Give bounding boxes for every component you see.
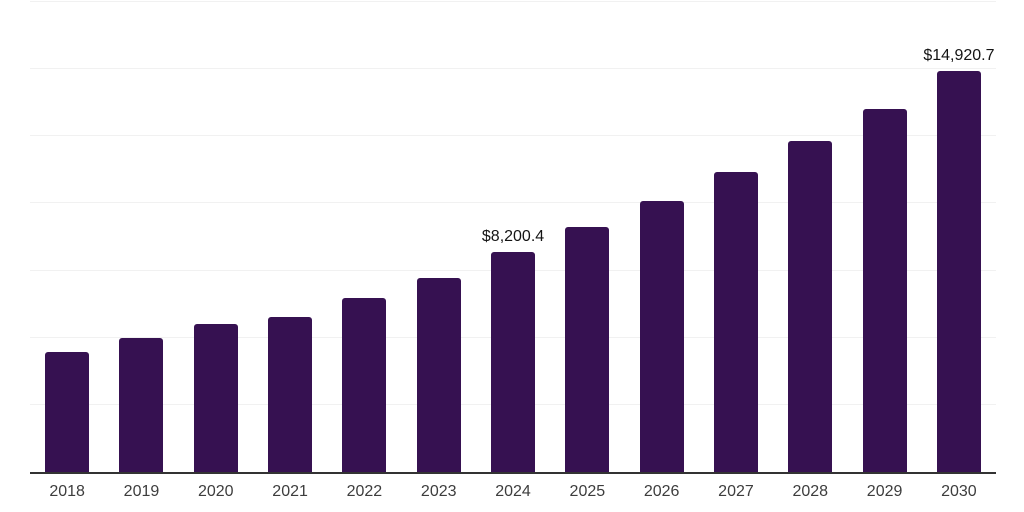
- bar-2022[interactable]: [342, 298, 387, 472]
- x-tick-label-2030: 2030: [941, 483, 977, 500]
- bar-slot: [699, 2, 773, 472]
- bar-2028[interactable]: [788, 140, 833, 472]
- x-tick-label-2029: 2029: [866, 483, 903, 500]
- x-axis-line: [30, 472, 996, 474]
- bar-series: $8,200.4 $14,920.7: [30, 2, 996, 472]
- x-tick-label-2023: 2023: [420, 483, 457, 500]
- bar-slot: $8,200.4: [476, 2, 550, 472]
- bar-2018[interactable]: [45, 351, 90, 472]
- bar-slot: [30, 2, 104, 472]
- x-tick-label-2020: 2020: [197, 483, 234, 500]
- bar-slot: [179, 2, 253, 472]
- bar-slot: [773, 2, 847, 472]
- bar-slot: [550, 2, 624, 472]
- x-tick-label-2021: 2021: [272, 483, 308, 500]
- bar-slot: [253, 2, 327, 472]
- bar-2026[interactable]: [639, 200, 684, 472]
- x-tick-label-2027: 2027: [718, 483, 754, 500]
- gridline: [30, 202, 996, 204]
- bar-2021[interactable]: [268, 316, 313, 472]
- gridline: [30, 135, 996, 137]
- bar-slot: [104, 2, 178, 472]
- bar-2020[interactable]: [193, 323, 238, 472]
- x-tick-label-2019: 2019: [123, 483, 160, 500]
- gridline: [30, 68, 996, 70]
- bar-2024[interactable]: [491, 251, 536, 472]
- bar-slot: [327, 2, 401, 472]
- data-label-2024: $8,200.4: [481, 227, 545, 245]
- plot-area: $8,200.4 $14,920.7: [30, 1, 996, 474]
- bar-2030[interactable]: [936, 71, 981, 472]
- x-tick-label-2022: 2022: [346, 483, 383, 500]
- bar-2029[interactable]: [862, 108, 907, 472]
- bar-2025[interactable]: [565, 227, 610, 472]
- x-tick-label-2026: 2026: [643, 483, 680, 500]
- bar-slot: [847, 2, 921, 472]
- x-axis-tick-labels: 2018 2019 2020 2021 2022 2023 2024 2025 2026 2027…: [30, 483, 996, 501]
- bar-2027[interactable]: [713, 171, 758, 472]
- x-tick-label-2018: 2018: [49, 483, 85, 500]
- bar-slot: [402, 2, 476, 472]
- bar-2019[interactable]: [119, 337, 164, 472]
- gridline: [30, 1, 996, 2]
- x-tick-label-2028: 2028: [792, 483, 829, 500]
- bar-slot: $14,920.7: [922, 2, 996, 472]
- bar-2023[interactable]: [416, 278, 461, 472]
- bar-slot: [625, 2, 699, 472]
- x-tick-label-2024: 2024: [495, 483, 531, 500]
- data-label-2030: $14,920.7: [923, 47, 995, 65]
- x-tick-label-2025: 2025: [569, 483, 606, 500]
